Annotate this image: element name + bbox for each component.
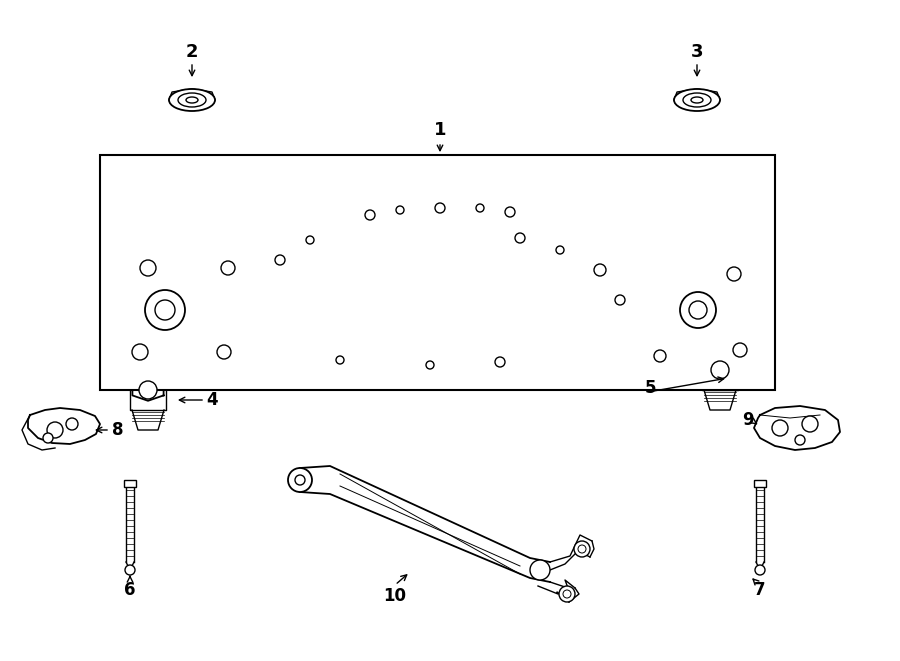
Circle shape (563, 590, 571, 598)
Circle shape (495, 357, 505, 367)
Ellipse shape (674, 89, 720, 111)
Text: 8: 8 (112, 421, 124, 439)
Circle shape (139, 381, 157, 399)
Circle shape (295, 475, 305, 485)
Circle shape (711, 361, 729, 379)
Circle shape (795, 435, 805, 445)
Text: 7: 7 (754, 581, 766, 599)
Circle shape (288, 468, 312, 492)
Ellipse shape (186, 97, 198, 103)
Circle shape (140, 260, 156, 276)
Ellipse shape (169, 89, 215, 111)
Circle shape (221, 261, 235, 275)
Ellipse shape (691, 97, 703, 103)
Circle shape (615, 295, 625, 305)
Circle shape (689, 301, 707, 319)
Circle shape (476, 204, 484, 212)
Circle shape (755, 565, 765, 575)
Circle shape (275, 255, 285, 265)
Text: 2: 2 (185, 43, 198, 61)
Bar (124, 480, 136, 487)
Circle shape (125, 565, 135, 575)
Text: 9: 9 (742, 411, 754, 429)
Circle shape (43, 433, 53, 443)
Circle shape (680, 292, 716, 328)
Text: 3: 3 (691, 43, 703, 61)
Circle shape (772, 420, 788, 436)
Circle shape (132, 344, 148, 360)
Circle shape (654, 350, 666, 362)
Circle shape (559, 586, 575, 602)
Circle shape (66, 418, 78, 430)
Circle shape (556, 246, 564, 254)
Text: 5: 5 (644, 379, 656, 397)
Bar (100, 155, 775, 390)
Circle shape (727, 267, 741, 281)
Text: 6: 6 (124, 581, 136, 599)
Circle shape (733, 343, 747, 357)
Circle shape (802, 416, 818, 432)
Circle shape (574, 541, 590, 557)
Ellipse shape (178, 93, 206, 107)
Circle shape (426, 361, 434, 369)
Circle shape (578, 545, 586, 553)
Circle shape (47, 422, 63, 438)
Circle shape (145, 290, 185, 330)
Circle shape (515, 233, 525, 243)
Circle shape (336, 356, 344, 364)
Text: 4: 4 (206, 391, 218, 409)
Circle shape (396, 206, 404, 214)
Text: 10: 10 (383, 587, 407, 605)
Circle shape (155, 300, 175, 320)
Circle shape (594, 264, 606, 276)
Circle shape (217, 345, 231, 359)
Circle shape (530, 560, 550, 580)
Circle shape (505, 207, 515, 217)
Circle shape (365, 210, 375, 220)
Circle shape (306, 236, 314, 244)
Bar (754, 480, 766, 487)
Text: 1: 1 (434, 121, 446, 139)
Ellipse shape (683, 93, 711, 107)
Circle shape (435, 203, 445, 213)
